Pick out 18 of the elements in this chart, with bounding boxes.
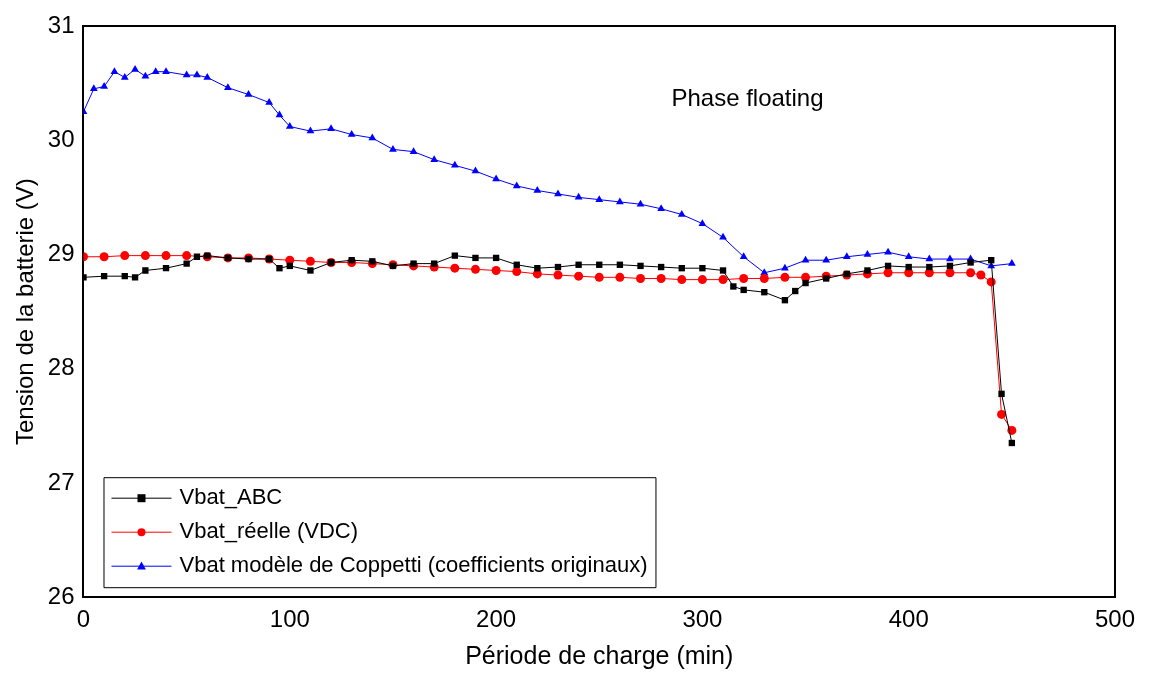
y-tick-label: 29 (47, 239, 75, 267)
x-tick-label: 200 (476, 605, 517, 633)
y-tick-label: 28 (47, 353, 75, 381)
y-tick-label: 31 (47, 10, 75, 38)
y-axis-title: Tension de la batterie (V) (11, 178, 39, 446)
y-tick-label: 30 (47, 124, 75, 152)
legend-label: Vbat modèle de Coppetti (coefficients originaux) (179, 552, 648, 578)
x-axis-title: Période de charge (min) (465, 640, 734, 669)
x-tick-label: 500 (1094, 605, 1136, 633)
y-tick-label: 26 (47, 581, 75, 609)
x-tick-label: 400 (888, 605, 929, 633)
annotation: Phase floating (671, 84, 824, 111)
x-tick-label: 300 (682, 605, 723, 633)
x-tick-label: 0 (76, 605, 91, 633)
x-tick-label: 100 (269, 605, 310, 633)
legend-label: Vbat_réelle (VDC) (179, 518, 359, 544)
y-tick-label: 27 (47, 467, 75, 495)
legend-label: Vbat_ABC (179, 484, 283, 510)
